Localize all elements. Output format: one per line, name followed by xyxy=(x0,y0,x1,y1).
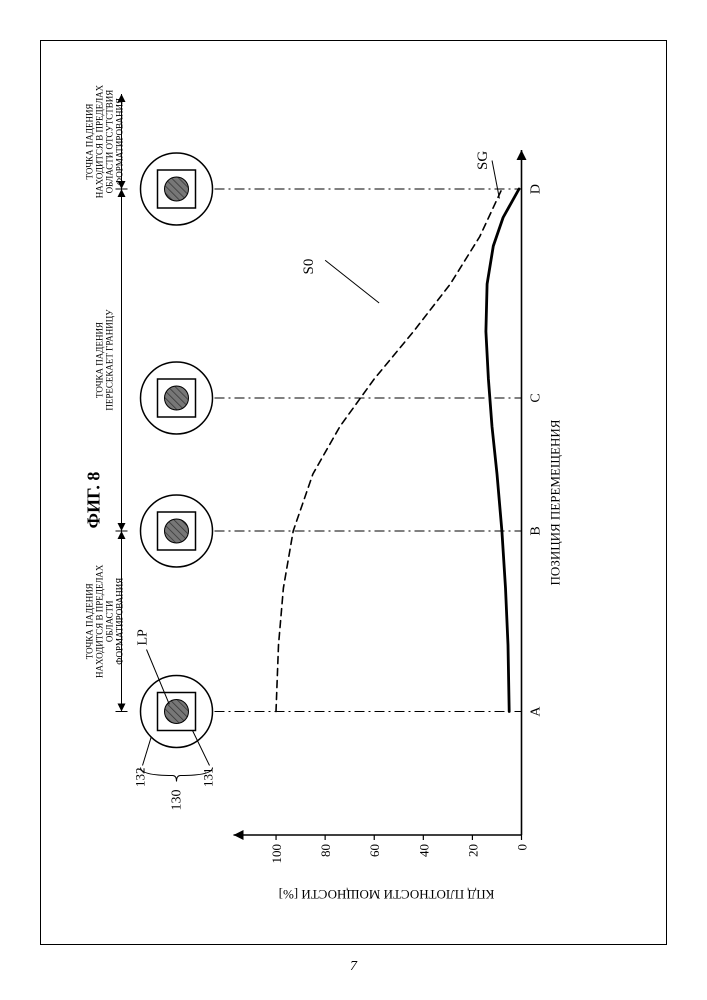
page-frame xyxy=(40,40,667,945)
page-number: 7 xyxy=(0,959,707,975)
